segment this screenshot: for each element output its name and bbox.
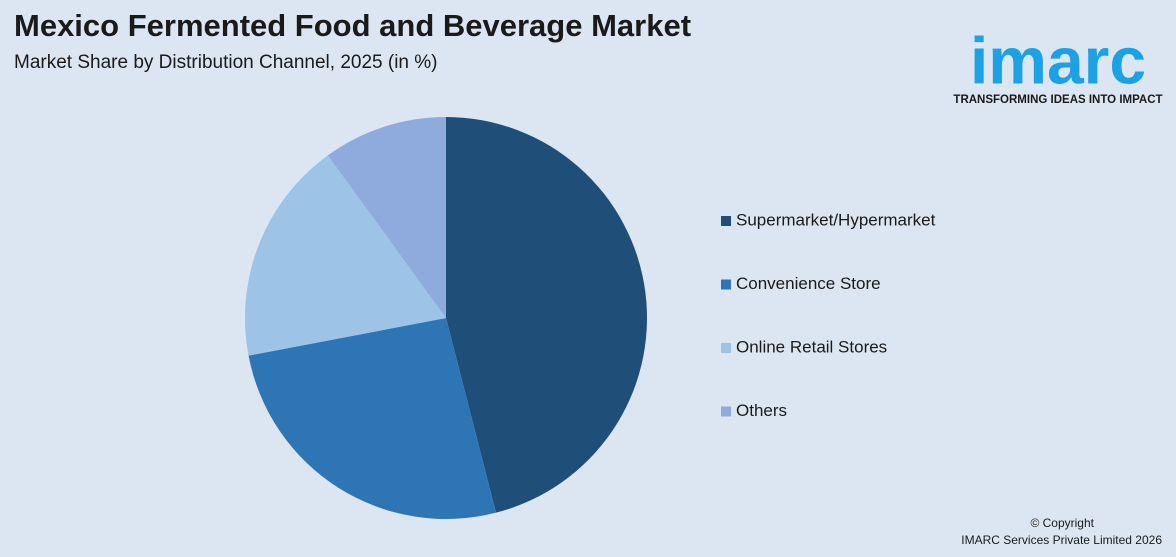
copyright: IMARC Services Private Limited 2026 (961, 533, 1162, 547)
legend-label: Convenience Store (736, 274, 881, 293)
legend-label: Online Retail Stores (736, 337, 887, 356)
pie-slice (244, 155, 446, 356)
pie-slice (248, 318, 496, 519)
chart-subtitle: Market Share by Distribution Channel, 20… (14, 52, 437, 73)
logo: imarc (970, 23, 1146, 97)
legend-label: Others (736, 401, 787, 420)
legend-swatch (721, 216, 731, 226)
copyright: © Copyright (1030, 516, 1094, 530)
pie-slice (446, 117, 647, 513)
legend-swatch (721, 406, 731, 417)
logo-tagline: TRANSFORMING IDEAS INTO IMPACT (953, 94, 1162, 106)
legend-swatch (721, 279, 731, 290)
legend-label: Supermarket/Hypermarket (736, 210, 936, 229)
pie-slice (327, 117, 446, 318)
legend-swatch (721, 343, 731, 353)
chart-title: Mexico Fermented Food and Beverage Marke… (14, 8, 691, 43)
